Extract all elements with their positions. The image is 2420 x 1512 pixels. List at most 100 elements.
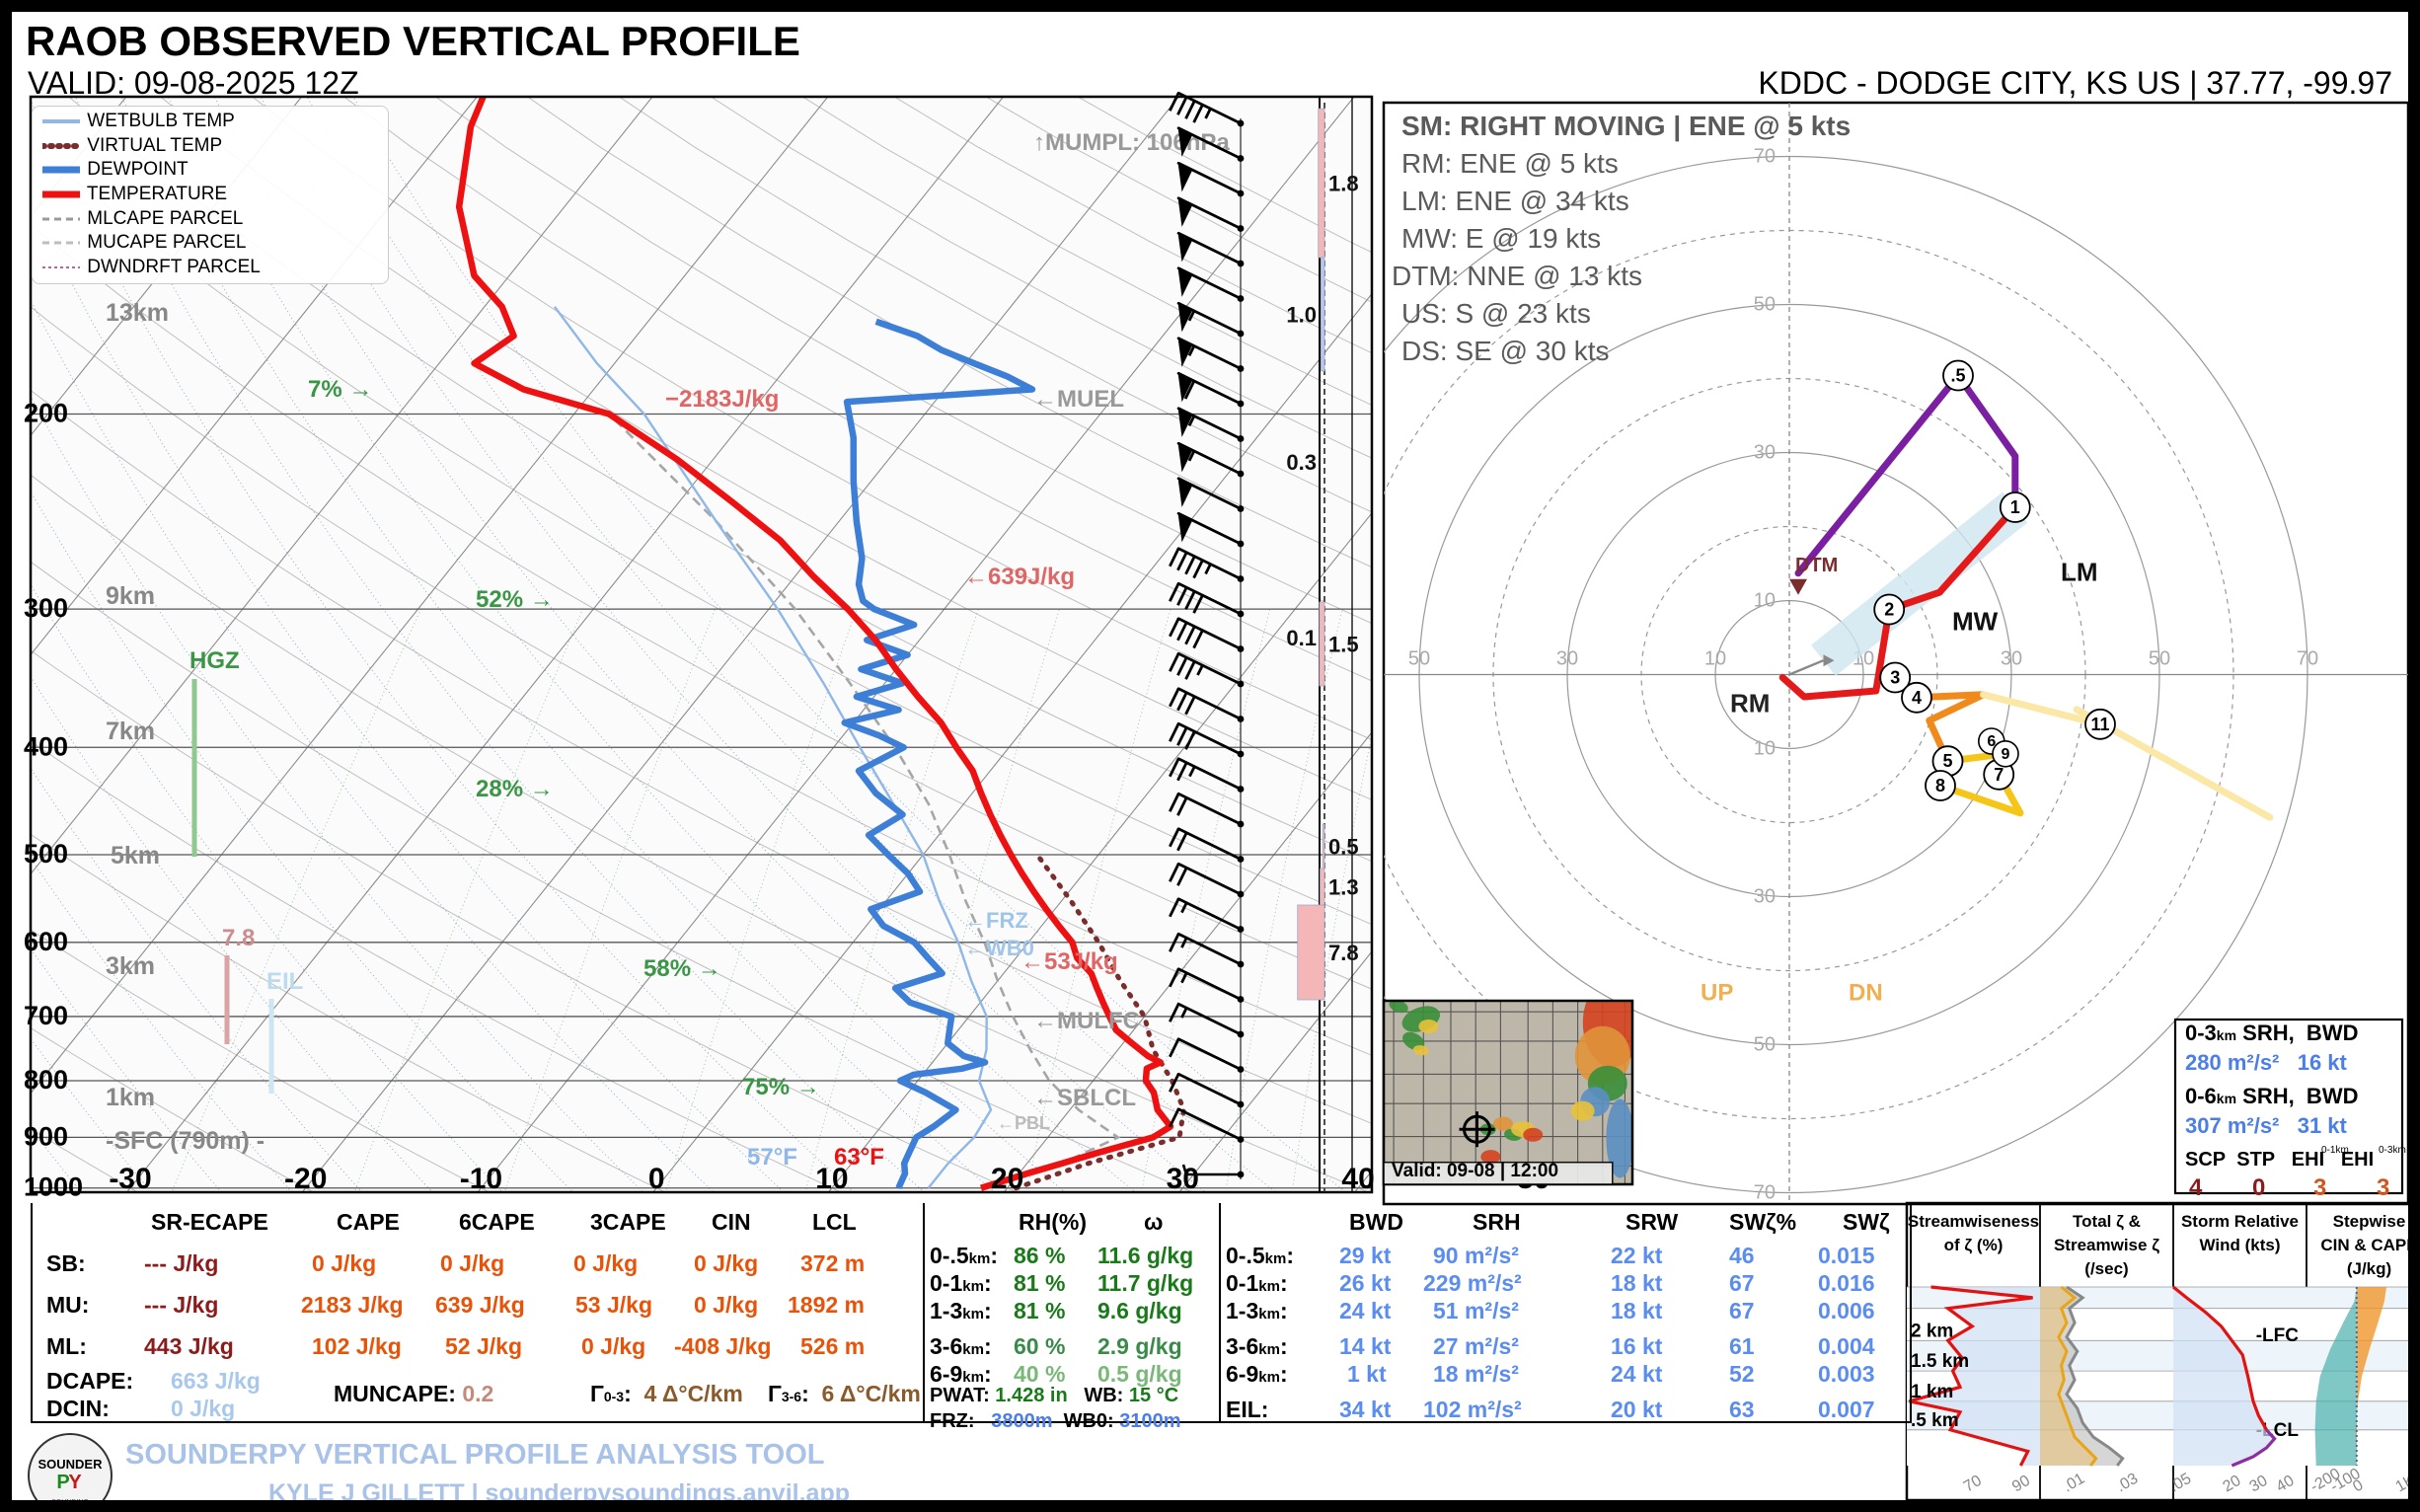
svg-text:200: 200: [24, 399, 68, 428]
svg-text:40: 40: [2274, 1473, 2298, 1496]
svg-text:5km: 5km: [111, 842, 160, 869]
svg-text:9km: 9km: [106, 582, 155, 610]
svg-text:Y: Y: [68, 1472, 82, 1493]
svg-text:700: 700: [24, 1001, 68, 1030]
svg-text:.5: .5: [1950, 366, 1965, 386]
svg-text:7% →: 7% →: [308, 376, 372, 403]
svg-text:.03: .03: [2114, 1471, 2142, 1496]
svg-text:SOUNDING: SOUNDING: [51, 1499, 89, 1500]
svg-text:4: 4: [1912, 688, 1922, 708]
svg-text:10: 10: [1704, 648, 1726, 670]
svg-text:30: 30: [1556, 648, 1578, 670]
svg-text:10: 10: [1754, 738, 1776, 760]
svg-text:63°F: 63°F: [834, 1144, 884, 1171]
svg-text:58% →: 58% →: [643, 955, 721, 982]
svg-text:3: 3: [1890, 668, 1900, 688]
svg-text:5: 5: [1942, 751, 1952, 771]
svg-text:3km: 3km: [106, 952, 155, 980]
svg-text:of ζ (%): of ζ (%): [1944, 1236, 2004, 1254]
svg-text:13km: 13km: [106, 299, 169, 327]
svg-text:1.8: 1.8: [1328, 172, 1359, 196]
svg-text:11: 11: [2090, 715, 2109, 734]
svg-text:Valid: 09-08 | 12:00: Valid: 09-08 | 12:00: [1392, 1161, 1558, 1181]
svg-text:.5 km: .5 km: [1911, 1410, 1959, 1431]
svg-text:-LFC: -LFC: [2256, 1325, 2300, 1346]
svg-text:50: 50: [2149, 648, 2170, 670]
svg-text:HGZ: HGZ: [189, 647, 240, 674]
svg-text:−2183J/kg: −2183J/kg: [665, 386, 779, 413]
svg-text:20: 20: [2221, 1473, 2244, 1496]
svg-text:7.8: 7.8: [222, 925, 255, 951]
svg-text:0.3: 0.3: [1286, 450, 1317, 475]
svg-text:40: 40: [1341, 1163, 1374, 1195]
svg-text:52% →: 52% →: [476, 586, 554, 613]
svg-text:10: 10: [1754, 590, 1776, 612]
svg-text:←FRZ: ←FRZ: [964, 908, 1028, 933]
svg-text:MW: MW: [1952, 607, 1999, 637]
svg-text:7.8: 7.8: [1328, 941, 1359, 965]
svg-text:0: 0: [648, 1163, 665, 1195]
svg-text:Wind (kts): Wind (kts): [2199, 1236, 2280, 1254]
svg-text:←SBLCL: ←SBLCL: [1033, 1085, 1136, 1111]
svg-text:800: 800: [24, 1065, 68, 1095]
svg-text:30: 30: [1754, 886, 1776, 908]
svg-text:2 km: 2 km: [1911, 1321, 1953, 1341]
svg-text:1K: 1K: [2393, 1472, 2409, 1496]
svg-text:.01: .01: [2061, 1471, 2088, 1496]
svg-text:7km: 7km: [106, 718, 155, 745]
svg-text:7: 7: [1994, 765, 2004, 785]
svg-text:(J/kg): (J/kg): [2347, 1259, 2391, 1278]
svg-text:8: 8: [1935, 776, 1945, 795]
svg-text:90: 90: [2009, 1473, 2033, 1496]
svg-text:75% →: 75% →: [742, 1074, 820, 1100]
svg-text:0.1: 0.1: [1286, 626, 1317, 650]
svg-text:CIN & CAPE: CIN & CAPE: [2320, 1236, 2408, 1254]
svg-text:←PBL: ←PBL: [997, 1113, 1050, 1133]
svg-text:9: 9: [2002, 746, 2010, 763]
svg-text:Total ζ &: Total ζ &: [2073, 1212, 2141, 1231]
svg-text:50: 50: [1754, 1034, 1776, 1056]
svg-text:1.3: 1.3: [1328, 875, 1359, 900]
svg-text:0: 0: [2350, 1476, 2366, 1495]
svg-text:SOUNDER: SOUNDER: [38, 1457, 103, 1472]
svg-text:UP: UP: [1701, 980, 1733, 1007]
svg-text:20: 20: [991, 1163, 1023, 1195]
svg-text:←MUEL: ←MUEL: [1033, 386, 1124, 413]
svg-text:2: 2: [1884, 600, 1894, 620]
svg-text:-SFC (790m) -: -SFC (790m) -: [106, 1127, 265, 1155]
svg-text:500: 500: [24, 839, 68, 869]
svg-text:1000: 1000: [24, 1172, 83, 1202]
svg-text:DN: DN: [1849, 980, 1883, 1007]
svg-text:Storm Relative: Storm Relative: [2181, 1212, 2299, 1231]
svg-text:30: 30: [2247, 1473, 2271, 1496]
svg-text:50: 50: [1408, 648, 1430, 670]
svg-text:Streamwiseness: Streamwiseness: [1908, 1212, 2039, 1231]
svg-text:600: 600: [24, 927, 68, 956]
svg-text:70: 70: [1754, 146, 1776, 168]
svg-text:←639J/kg: ←639J/kg: [964, 564, 1075, 590]
svg-text:Streamwise ζ: Streamwise ζ: [2054, 1236, 2159, 1254]
svg-text:1.0: 1.0: [1286, 303, 1317, 328]
svg-text:900: 900: [24, 1121, 68, 1151]
svg-text:-30: -30: [109, 1163, 151, 1195]
svg-text:←53J/kg: ←53J/kg: [1021, 948, 1118, 975]
svg-text:.05: .05: [2167, 1471, 2195, 1496]
svg-text:EIL: EIL: [266, 968, 303, 995]
svg-text:28% →: 28% →: [476, 776, 554, 802]
svg-text:RM: RM: [1730, 689, 1770, 718]
svg-text:-10: -10: [460, 1163, 502, 1195]
svg-text:LM: LM: [2061, 558, 2098, 587]
svg-text:Stepwise: Stepwise: [2333, 1212, 2406, 1231]
svg-text:DTM: DTM: [1795, 555, 1838, 576]
svg-text:57°F: 57°F: [747, 1144, 797, 1171]
svg-text:400: 400: [24, 731, 68, 761]
svg-text:30: 30: [1754, 442, 1776, 464]
svg-text:70: 70: [1754, 1182, 1776, 1204]
svg-text:1: 1: [2010, 497, 2020, 517]
svg-text:70: 70: [1961, 1473, 1985, 1496]
svg-text:30: 30: [1167, 1163, 1199, 1195]
svg-text:1.5: 1.5: [1328, 633, 1359, 657]
svg-text:30: 30: [2001, 648, 2022, 670]
svg-text:300: 300: [24, 593, 68, 623]
svg-text:1 km: 1 km: [1911, 1382, 1953, 1402]
